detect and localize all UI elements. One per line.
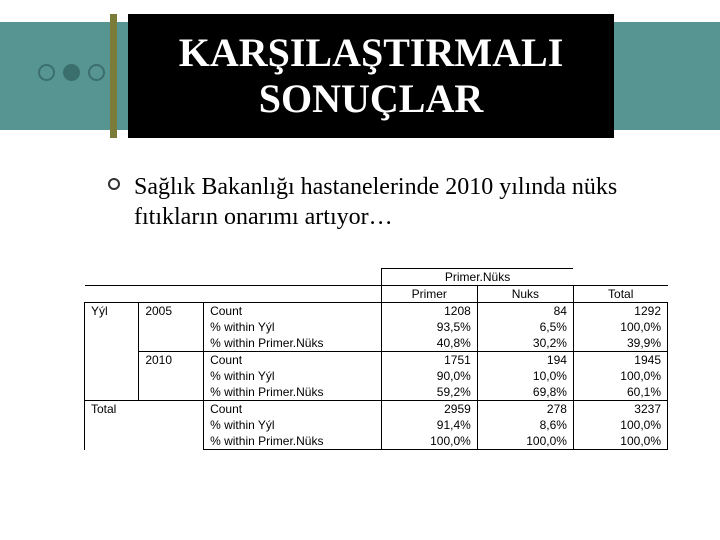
- cell: 10,0%: [477, 368, 573, 384]
- slide-title: KARŞILAŞTIRMALI SONUÇLAR: [128, 14, 614, 138]
- year-2010-label: 2010: [139, 352, 204, 401]
- cell: 3237: [573, 401, 667, 418]
- measure-pct-year: % within Yýl: [204, 319, 382, 335]
- cell: 194: [477, 352, 573, 369]
- cell: 91,4%: [381, 417, 477, 433]
- bullet-text: Sağlık Bakanlığı hastanelerinde 2010 yıl…: [134, 172, 668, 232]
- dot-icon: [88, 64, 105, 81]
- cell: 84: [477, 303, 573, 320]
- col-nuks: Nuks: [477, 286, 573, 303]
- cell: 100,0%: [573, 319, 667, 335]
- accent-bar: [110, 14, 117, 138]
- total-row-label: Total: [85, 401, 204, 450]
- cell: 100,0%: [381, 433, 477, 450]
- cell: 69,8%: [477, 384, 573, 401]
- cell: 100,0%: [573, 433, 667, 450]
- measure-count: Count: [204, 303, 382, 320]
- cell: 100,0%: [573, 417, 667, 433]
- cell: 100,0%: [573, 368, 667, 384]
- measure-count: Count: [204, 352, 382, 369]
- cell: 60,1%: [573, 384, 667, 401]
- cell: 93,5%: [381, 319, 477, 335]
- cell: 1945: [573, 352, 667, 369]
- measure-pct-primer: % within Primer.Nüks: [204, 335, 382, 352]
- col-total: Total: [573, 286, 667, 303]
- year-2005-label: 2005: [139, 303, 204, 352]
- cell: 8,6%: [477, 417, 573, 433]
- cell: 40,8%: [381, 335, 477, 352]
- decorative-dots: [38, 64, 105, 81]
- row-group-label: Yýl: [85, 303, 139, 401]
- cell: 39,9%: [573, 335, 667, 352]
- cell: 59,2%: [381, 384, 477, 401]
- measure-pct-primer: % within Primer.Nüks: [204, 384, 382, 401]
- cell: 278: [477, 401, 573, 418]
- measure-pct-year: % within Yýl: [204, 417, 382, 433]
- cell: 90,0%: [381, 368, 477, 384]
- cell: 30,2%: [477, 335, 573, 352]
- measure-count: Count: [204, 401, 382, 418]
- col-primer: Primer: [381, 286, 477, 303]
- body-area: Sağlık Bakanlığı hastanelerinde 2010 yıl…: [108, 172, 668, 260]
- cell: 100,0%: [477, 433, 573, 450]
- title-line-2: SONUÇLAR: [259, 76, 483, 122]
- crosstab-table: Primer.Nüks Primer Nuks Total Yýl 2005 C…: [84, 268, 668, 450]
- title-line-1: KARŞILAŞTIRMALI: [179, 30, 564, 76]
- bullet-icon: [108, 178, 120, 190]
- dot-icon: [63, 64, 80, 81]
- bullet-item: Sağlık Bakanlığı hastanelerinde 2010 yıl…: [108, 172, 668, 232]
- cell: 6,5%: [477, 319, 573, 335]
- dot-icon: [38, 64, 55, 81]
- cell: 1292: [573, 303, 667, 320]
- measure-pct-primer: % within Primer.Nüks: [204, 433, 382, 450]
- cell: 2959: [381, 401, 477, 418]
- cell: 1208: [381, 303, 477, 320]
- col-super-header: Primer.Nüks: [381, 269, 573, 286]
- measure-pct-year: % within Yýl: [204, 368, 382, 384]
- cell: 1751: [381, 352, 477, 369]
